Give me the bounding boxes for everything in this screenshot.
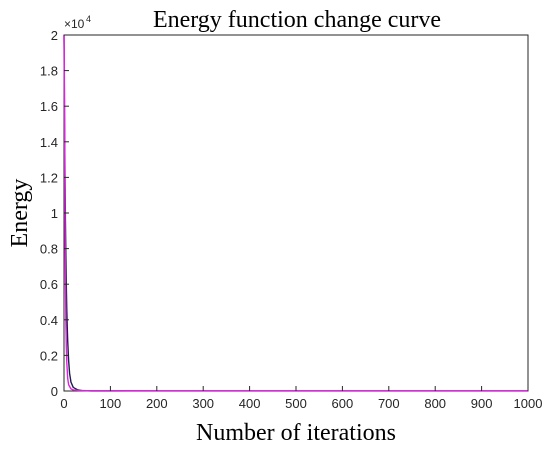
x-tick-label: 0: [60, 396, 67, 411]
y-tick-label: 1.8: [40, 64, 58, 79]
y-tick-label: 0.8: [40, 242, 58, 257]
x-tick-label: 1000: [514, 396, 543, 411]
y-tick-label: 1.2: [40, 170, 58, 185]
x-axis-label: Number of iterations: [196, 420, 396, 446]
x-tick-label: 900: [471, 396, 493, 411]
y-tick-label: 0.4: [40, 313, 58, 328]
x-tick-label: 500: [285, 396, 307, 411]
x-tick-label: 700: [378, 396, 400, 411]
x-tick-label: 400: [239, 396, 261, 411]
y-axis-label: Energy: [7, 179, 33, 248]
x-tick-label: 600: [332, 396, 354, 411]
plot-area: [63, 34, 529, 392]
x-axis-ticks: 0 100 200 300 400 500 600 700 800 900 1000: [60, 386, 542, 411]
y-multiplier-exponent: 4: [86, 14, 91, 24]
x-tick-label: 200: [146, 396, 168, 411]
y-tick-label: 1: [51, 206, 58, 221]
y-tick-label: 0.6: [40, 277, 58, 292]
y-tick-label: 1.4: [40, 135, 58, 150]
y-axis-ticks: 0 0.2 0.4 0.6 0.8 1 1.2 1.4 1.6 1.8 2: [40, 28, 69, 399]
x-tick-label: 300: [192, 396, 214, 411]
x-tick-label: 100: [100, 396, 122, 411]
chart-title: Energy function change curve: [153, 7, 441, 33]
y-tick-label: 1.6: [40, 99, 58, 114]
y-tick-label: 0: [51, 384, 58, 399]
y-tick-label: 0.2: [40, 348, 58, 363]
x-tick-label: 800: [424, 396, 446, 411]
y-multiplier-base: ×10: [64, 17, 85, 31]
y-tick-label: 2: [51, 28, 58, 43]
